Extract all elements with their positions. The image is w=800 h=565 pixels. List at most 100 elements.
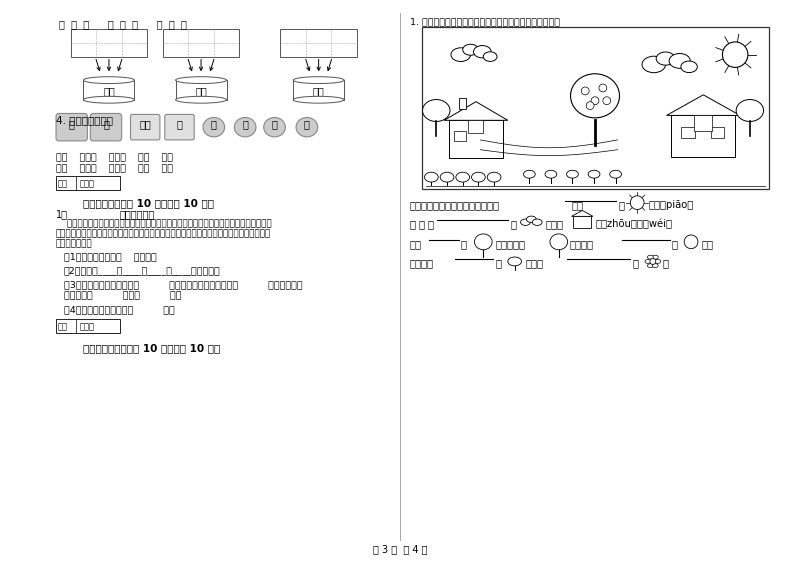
Ellipse shape <box>545 170 557 178</box>
Text: 第 3 页  共 4 页: 第 3 页 共 4 页 <box>373 545 427 555</box>
Ellipse shape <box>234 118 256 137</box>
Text: 好（    ）花（    ）有（    ）（    ）位: 好（ ）花（ ）有（ ）（ ）位 <box>56 164 173 173</box>
Text: 春天的树上，长出嫩嫩的芽苞。夏天的树上，挂满肥肥的叶片。秋天的树上，树叶涂满鲜: 春天的树上，长出嫩嫩的芽苞。夏天的树上，挂满肥肥的叶片。秋天的树上，树叶涂满鲜 <box>56 219 272 228</box>
Text: 评卷人: 评卷人 <box>79 322 94 331</box>
Text: 。苹: 。苹 <box>702 239 714 249</box>
Ellipse shape <box>175 96 226 103</box>
Ellipse shape <box>175 77 226 84</box>
Ellipse shape <box>669 54 690 68</box>
Text: 得分: 得分 <box>58 179 68 188</box>
Ellipse shape <box>422 99 450 121</box>
FancyBboxPatch shape <box>165 115 194 140</box>
Text: 的: 的 <box>632 259 638 268</box>
Ellipse shape <box>474 234 492 250</box>
Text: 子  无  目      也  出  公      长  头  马: 子 无 目 也 出 公 长 头 马 <box>59 19 187 29</box>
Polygon shape <box>444 102 508 120</box>
Text: 种着: 种着 <box>410 239 422 249</box>
Ellipse shape <box>203 118 225 137</box>
Ellipse shape <box>610 170 622 178</box>
Ellipse shape <box>642 56 666 73</box>
Circle shape <box>599 84 606 92</box>
Bar <box>175 80 226 100</box>
Circle shape <box>586 102 594 110</box>
Text: 名: 名 <box>211 119 217 129</box>
Polygon shape <box>571 211 593 216</box>
Ellipse shape <box>645 259 651 263</box>
Circle shape <box>591 97 599 105</box>
Circle shape <box>630 195 644 210</box>
Ellipse shape <box>550 234 567 250</box>
Ellipse shape <box>451 48 470 62</box>
Ellipse shape <box>532 219 542 225</box>
Bar <box>422 27 770 189</box>
Text: （3）春天的树上，芽苞是（          ）；夏天的树上，叶片是（          ）；秋天的树: （3）春天的树上，芽苞是（ ）；夏天的树上，叶片是（ ）；秋天的树 <box>64 280 302 289</box>
Bar <box>293 80 344 100</box>
Text: 和许多: 和许多 <box>526 259 543 268</box>
Ellipse shape <box>588 170 600 178</box>
Ellipse shape <box>736 99 763 121</box>
Circle shape <box>650 259 656 264</box>
Bar <box>454 131 466 141</box>
Bar <box>70 29 147 56</box>
Text: 象: 象 <box>103 119 109 129</box>
Circle shape <box>684 235 698 249</box>
Ellipse shape <box>523 170 535 178</box>
Bar <box>281 29 357 56</box>
Text: 这幅画真美！你看，天上挂着一个: 这幅画真美！你看，天上挂着一个 <box>410 199 500 210</box>
Ellipse shape <box>83 96 134 103</box>
Text: （1）这一段话共有（    ）句话。: （1）这一段话共有（ ）句话。 <box>64 253 157 262</box>
Text: 叶颜色有（          ）和（          ）。: 叶颜色有（ ）和（ ）。 <box>64 292 182 301</box>
Bar <box>56 319 120 333</box>
Bar <box>449 120 503 158</box>
Ellipse shape <box>296 118 318 137</box>
Text: 评卷人: 评卷人 <box>79 179 94 188</box>
Circle shape <box>603 97 610 105</box>
Text: ，中间这棵: ，中间这棵 <box>495 239 525 249</box>
Bar <box>83 80 134 100</box>
Text: ，飘（piāo）: ，飘（piāo） <box>649 199 694 210</box>
Ellipse shape <box>508 257 522 266</box>
Text: 原、: 原、 <box>139 119 151 129</box>
Text: 地上长着: 地上长着 <box>410 259 434 268</box>
Text: 周（zhōu）围（wéi）: 周（zhōu）围（wéi） <box>596 219 673 229</box>
Text: 两: 两 <box>418 219 425 229</box>
Ellipse shape <box>83 77 134 84</box>
Text: （2）一年有____，____，____，____四个季节。: （2）一年有____，____，____，____四个季节。 <box>64 266 221 275</box>
Text: 七、阅读题（每题 10 分，共计 10 分）: 七、阅读题（每题 10 分，共计 10 分） <box>83 198 214 208</box>
Bar <box>710 127 724 138</box>
Ellipse shape <box>440 172 454 182</box>
Text: 像: 像 <box>69 119 74 129</box>
Bar <box>574 216 591 228</box>
Ellipse shape <box>570 74 619 118</box>
Bar <box>671 115 735 157</box>
Text: 。: 。 <box>662 259 669 268</box>
FancyBboxPatch shape <box>130 115 160 140</box>
Circle shape <box>582 87 589 95</box>
Text: 1. 认真看图，照样子填空，不会写的字可以用拼音代替。: 1. 认真看图，照样子填空，不会写的字可以用拼音代替。 <box>410 18 560 27</box>
Ellipse shape <box>264 118 286 137</box>
Ellipse shape <box>483 52 497 62</box>
Ellipse shape <box>652 255 658 259</box>
Text: 1、: 1、 <box>56 210 68 219</box>
Text: 4. 我会选字填空。: 4. 我会选字填空。 <box>56 115 113 125</box>
Text: 四画: 四画 <box>195 86 207 96</box>
Bar <box>459 98 466 109</box>
Ellipse shape <box>487 172 501 182</box>
Ellipse shape <box>647 264 654 268</box>
Text: 的: 的 <box>510 219 517 229</box>
Circle shape <box>722 42 748 67</box>
Text: ，两座: ，两座 <box>545 219 563 229</box>
Ellipse shape <box>456 172 470 182</box>
Bar <box>694 115 711 131</box>
Text: 棵: 棵 <box>461 239 466 249</box>
FancyBboxPatch shape <box>56 114 87 141</box>
Bar <box>163 29 239 56</box>
Text: 朵: 朵 <box>495 259 501 268</box>
Ellipse shape <box>471 172 486 182</box>
Ellipse shape <box>526 216 536 223</box>
Text: 朵: 朵 <box>427 219 434 229</box>
Text: 的: 的 <box>671 239 678 249</box>
Text: 明: 明 <box>242 119 248 129</box>
Text: 大（    ）草（    ）发（    ）（    ）下: 大（ ）草（ ）发（ ）（ ）下 <box>56 154 173 163</box>
Ellipse shape <box>654 259 661 263</box>
